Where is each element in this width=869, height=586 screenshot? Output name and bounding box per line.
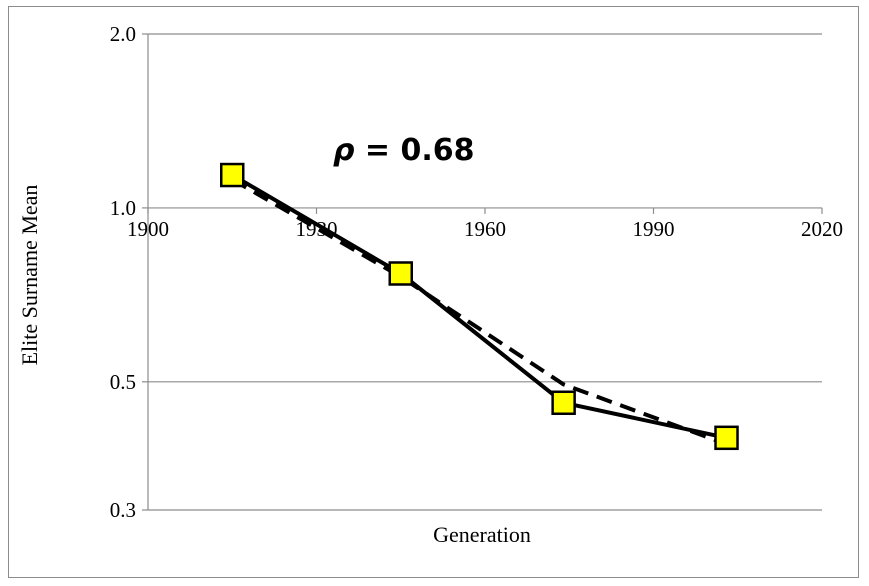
x-tick-label: 2020	[801, 217, 843, 241]
x-tick-label: 1900	[127, 217, 169, 241]
data-line-solid	[231, 173, 727, 440]
data-point-marker	[220, 162, 245, 188]
series-layer	[220, 162, 739, 451]
rho-symbol: ρ	[333, 133, 354, 168]
x-tick-label: 1960	[464, 217, 506, 241]
rho-value: = 0.68	[354, 133, 474, 168]
y-axis-title: Elite Surname Mean	[17, 185, 42, 366]
chart-frame	[8, 6, 859, 578]
y-tick-label: 2.0	[110, 22, 136, 46]
y-tick-labels: 2.0 1.0 0.5 0.3	[110, 22, 136, 522]
y-tick-label: 0.3	[110, 498, 136, 522]
data-point-marker	[388, 261, 413, 286]
trend-line-dashed	[231, 177, 728, 447]
y-tick-label: 1.0	[110, 196, 136, 220]
x-tick-label: 1990	[633, 217, 675, 241]
rho-annotation: ρ = 0.68	[333, 133, 475, 168]
data-point-marker	[551, 390, 576, 416]
x-tick-labels: 1900 1930 1960 1990 2020	[127, 217, 843, 241]
x-axis-title: Generation	[433, 522, 531, 547]
data-point-marker	[714, 425, 739, 451]
y-tick-label: 0.5	[110, 370, 136, 394]
